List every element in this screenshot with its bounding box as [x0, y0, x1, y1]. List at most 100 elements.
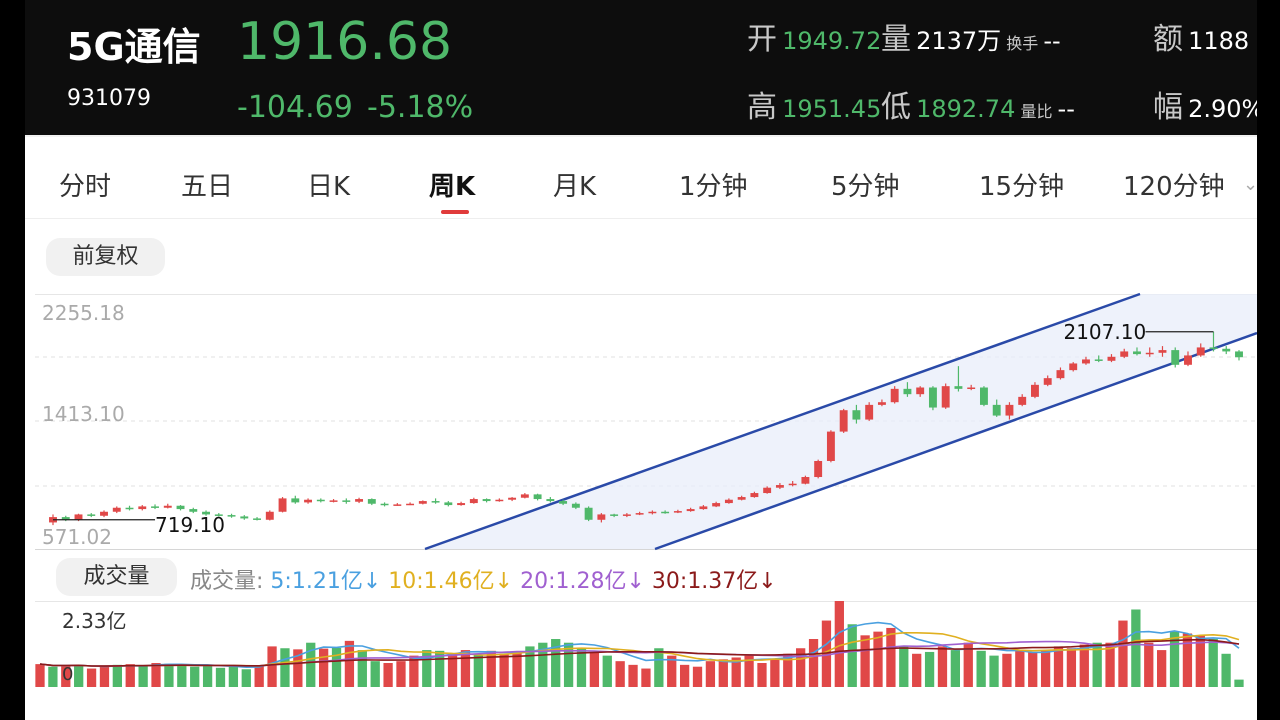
- volume-ma5-line: [39, 621, 1240, 669]
- candle-body: [584, 507, 593, 520]
- candle-body: [444, 502, 453, 506]
- candle-body: [941, 386, 950, 408]
- volume-bar: [293, 649, 303, 687]
- volume-ma5: 5:1.21亿↓: [270, 569, 382, 594]
- volume-bar: [1015, 650, 1025, 687]
- candle-body: [227, 515, 236, 517]
- volume-bar: [1131, 609, 1141, 687]
- candle-body: [380, 503, 389, 506]
- candle-body: [329, 500, 338, 502]
- volume-bar: [473, 654, 483, 687]
- tab-daily-k[interactable]: 日K: [307, 172, 351, 202]
- tab-5-minute[interactable]: 5分钟: [831, 172, 900, 202]
- tab-120-minute[interactable]: 120分钟: [1123, 172, 1225, 202]
- volume-bar: [1028, 651, 1038, 687]
- volume-bar: [486, 650, 496, 687]
- volume-bar: [370, 661, 380, 687]
- tab-intraday[interactable]: 分时: [59, 172, 112, 202]
- candle-body: [291, 498, 300, 503]
- volume-bar: [989, 655, 999, 687]
- tab-five-day[interactable]: 五日: [181, 172, 234, 202]
- volume-bar: [74, 664, 84, 687]
- candle-body: [278, 498, 287, 512]
- volume-bar: [267, 646, 277, 687]
- candle-body: [253, 518, 261, 520]
- candle-body: [176, 505, 185, 510]
- low-label: 低: [881, 90, 911, 125]
- volume-bar: [86, 668, 97, 687]
- candle-body: [151, 506, 159, 508]
- candle-body: [100, 511, 108, 516]
- open-label: 开: [747, 22, 777, 57]
- candle-body: [1094, 359, 1103, 361]
- volume-bar: [228, 666, 239, 687]
- header-divider: [25, 135, 1257, 137]
- adjust-mode-button[interactable]: 前复权: [46, 238, 165, 276]
- tab-monthly-k[interactable]: 月K: [553, 172, 597, 202]
- kline-chart[interactable]: 2107.10 719.10 2255.18 1413.10 571.02 2.3…: [25, 0, 1257, 720]
- candle-body: [775, 485, 784, 488]
- tab-weekly-k[interactable]: 周K: [429, 172, 476, 202]
- volume-bar: [99, 666, 110, 687]
- candle-body: [546, 499, 555, 502]
- volume-bar: [1092, 642, 1102, 687]
- low-stat: 低 1892.74 量比 --: [881, 82, 1075, 126]
- quote-header: 5G通信 931079 1916.68 -104.69 -5.18% 开 194…: [25, 0, 1257, 135]
- volume-bar: [718, 659, 728, 687]
- candle-body: [240, 516, 249, 519]
- volume-bar: [125, 664, 135, 687]
- candle-body: [1235, 351, 1243, 358]
- candle-body: [265, 511, 274, 520]
- candle-body: [737, 497, 746, 500]
- volume-bar: [641, 668, 651, 687]
- volume-bar: [538, 642, 548, 687]
- volume-bar: [963, 642, 973, 687]
- active-tab-indicator: [441, 210, 469, 214]
- volume-bar: [447, 653, 458, 687]
- candle-body: [125, 507, 134, 510]
- candle-body: [826, 431, 835, 461]
- volume-bar: [1105, 642, 1115, 687]
- volume-bar: [744, 655, 754, 687]
- chevron-down-icon[interactable]: ⌄: [1243, 174, 1257, 195]
- candle-body: [304, 499, 313, 503]
- candle-body: [724, 499, 733, 504]
- volume-bar: [280, 648, 290, 687]
- candle-body: [1031, 384, 1039, 397]
- volume-bar: [886, 627, 896, 687]
- candle-body: [61, 517, 70, 520]
- candle-body: [1145, 352, 1154, 355]
- volume-bar: [899, 646, 909, 687]
- tab-15-minute[interactable]: 15分钟: [979, 172, 1065, 202]
- amount-label: 额: [1153, 22, 1183, 57]
- volume-bar: [602, 655, 612, 687]
- open-value: 1949.72: [782, 27, 882, 55]
- volume-ma20: 20:1.28亿↓: [520, 569, 645, 594]
- candle-body: [661, 511, 670, 514]
- candle-body: [74, 514, 83, 520]
- candle-body: [1043, 378, 1052, 385]
- volume-bars: [35, 601, 1244, 687]
- price-grid-bottom: [35, 549, 1257, 550]
- volume-bar: [435, 650, 445, 687]
- candle-body: [1082, 359, 1090, 364]
- volume-legend-title: 成交量:: [190, 569, 264, 594]
- index-code: 931079: [67, 86, 151, 111]
- candle-body: [954, 386, 963, 389]
- volume-bar: [499, 653, 509, 687]
- volume-indicator-button[interactable]: 成交量: [56, 558, 177, 596]
- candle-body: [1120, 351, 1129, 357]
- candle-body: [1005, 404, 1014, 416]
- candle-body: [355, 499, 364, 502]
- tab-1-minute[interactable]: 1分钟: [679, 172, 748, 202]
- candle-body: [1107, 356, 1116, 361]
- volume-bar: [177, 664, 187, 687]
- candle-body: [533, 494, 542, 500]
- volume-bar: [1066, 648, 1077, 687]
- volume-bar: [48, 666, 58, 687]
- volume-bar: [705, 661, 716, 687]
- volume-bar: [357, 650, 367, 687]
- volume-bar: [1182, 633, 1193, 687]
- candle-body: [571, 503, 580, 508]
- candle-body: [610, 514, 619, 516]
